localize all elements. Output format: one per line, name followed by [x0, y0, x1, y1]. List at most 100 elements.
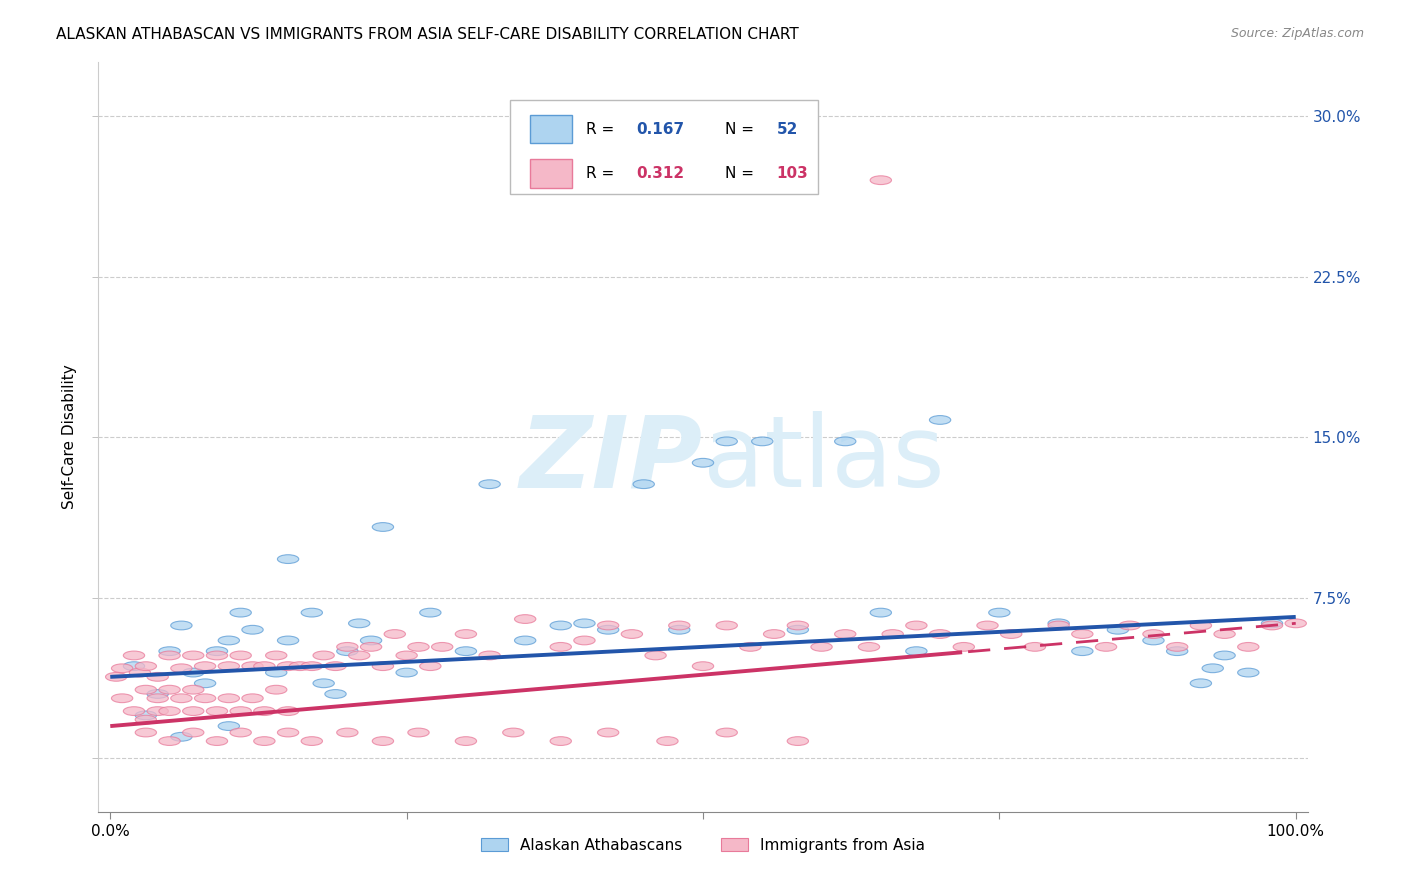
Ellipse shape — [515, 636, 536, 645]
Ellipse shape — [763, 630, 785, 639]
Ellipse shape — [456, 630, 477, 639]
Ellipse shape — [882, 630, 903, 639]
Ellipse shape — [574, 619, 595, 628]
Text: R =: R = — [586, 166, 619, 181]
Ellipse shape — [1261, 621, 1282, 630]
Ellipse shape — [1071, 647, 1092, 656]
Bar — [530, 115, 572, 144]
Legend: Alaskan Athabascans, Immigrants from Asia: Alaskan Athabascans, Immigrants from Asi… — [472, 830, 934, 860]
Ellipse shape — [598, 728, 619, 737]
Ellipse shape — [1167, 647, 1188, 656]
Ellipse shape — [1213, 630, 1236, 639]
Ellipse shape — [148, 673, 169, 681]
Ellipse shape — [301, 608, 322, 617]
Ellipse shape — [135, 685, 156, 694]
Ellipse shape — [550, 737, 571, 746]
Ellipse shape — [550, 642, 571, 651]
Ellipse shape — [183, 651, 204, 660]
Ellipse shape — [1237, 642, 1258, 651]
Y-axis label: Self-Care Disability: Self-Care Disability — [62, 365, 77, 509]
Ellipse shape — [231, 608, 252, 617]
Ellipse shape — [231, 706, 252, 715]
Ellipse shape — [432, 642, 453, 651]
Text: ZIP: ZIP — [520, 411, 703, 508]
Ellipse shape — [266, 685, 287, 694]
Ellipse shape — [170, 621, 193, 630]
Ellipse shape — [231, 728, 252, 737]
Ellipse shape — [396, 651, 418, 660]
Ellipse shape — [266, 668, 287, 677]
Ellipse shape — [170, 732, 193, 741]
Ellipse shape — [253, 706, 276, 715]
Ellipse shape — [194, 694, 215, 703]
Ellipse shape — [787, 621, 808, 630]
Ellipse shape — [183, 685, 204, 694]
Ellipse shape — [336, 728, 359, 737]
Ellipse shape — [207, 706, 228, 715]
Ellipse shape — [183, 728, 204, 737]
Ellipse shape — [929, 630, 950, 639]
Ellipse shape — [787, 737, 808, 746]
Ellipse shape — [135, 728, 156, 737]
Ellipse shape — [290, 662, 311, 671]
Ellipse shape — [1001, 630, 1022, 639]
Ellipse shape — [159, 647, 180, 656]
Ellipse shape — [657, 737, 678, 746]
Ellipse shape — [1143, 636, 1164, 645]
Ellipse shape — [787, 625, 808, 634]
Ellipse shape — [325, 690, 346, 698]
Ellipse shape — [669, 621, 690, 630]
Ellipse shape — [408, 642, 429, 651]
Ellipse shape — [148, 694, 169, 703]
Ellipse shape — [111, 664, 132, 673]
Ellipse shape — [183, 706, 204, 715]
Ellipse shape — [384, 630, 405, 639]
Ellipse shape — [1167, 642, 1188, 651]
Ellipse shape — [858, 642, 880, 651]
Ellipse shape — [242, 694, 263, 703]
Ellipse shape — [253, 737, 276, 746]
Ellipse shape — [456, 647, 477, 656]
Text: 0.167: 0.167 — [637, 121, 685, 136]
Ellipse shape — [207, 651, 228, 660]
Ellipse shape — [456, 737, 477, 746]
Ellipse shape — [277, 555, 298, 564]
Ellipse shape — [1285, 619, 1306, 628]
Text: 0.312: 0.312 — [637, 166, 685, 181]
Ellipse shape — [253, 662, 276, 671]
Ellipse shape — [669, 625, 690, 634]
Ellipse shape — [1071, 630, 1092, 639]
Ellipse shape — [419, 608, 441, 617]
Ellipse shape — [194, 662, 215, 671]
Ellipse shape — [621, 630, 643, 639]
Ellipse shape — [716, 728, 737, 737]
Ellipse shape — [218, 662, 239, 671]
Ellipse shape — [905, 621, 927, 630]
Ellipse shape — [870, 176, 891, 185]
Ellipse shape — [266, 651, 287, 660]
Ellipse shape — [148, 690, 169, 698]
Ellipse shape — [124, 651, 145, 660]
Ellipse shape — [277, 662, 298, 671]
Ellipse shape — [124, 706, 145, 715]
Ellipse shape — [360, 636, 382, 645]
Ellipse shape — [977, 621, 998, 630]
Text: atlas: atlas — [703, 411, 945, 508]
Ellipse shape — [159, 706, 180, 715]
Ellipse shape — [1202, 664, 1223, 673]
Text: ALASKAN ATHABASCAN VS IMMIGRANTS FROM ASIA SELF-CARE DISABILITY CORRELATION CHAR: ALASKAN ATHABASCAN VS IMMIGRANTS FROM AS… — [56, 27, 799, 42]
Ellipse shape — [349, 619, 370, 628]
Ellipse shape — [159, 651, 180, 660]
Ellipse shape — [135, 715, 156, 724]
Ellipse shape — [183, 668, 204, 677]
Ellipse shape — [207, 737, 228, 746]
Ellipse shape — [301, 737, 322, 746]
Ellipse shape — [716, 437, 737, 446]
Ellipse shape — [550, 621, 571, 630]
Ellipse shape — [645, 651, 666, 660]
Ellipse shape — [1024, 642, 1046, 651]
Ellipse shape — [159, 737, 180, 746]
Ellipse shape — [135, 711, 156, 720]
Text: 52: 52 — [776, 121, 799, 136]
Ellipse shape — [105, 673, 127, 681]
